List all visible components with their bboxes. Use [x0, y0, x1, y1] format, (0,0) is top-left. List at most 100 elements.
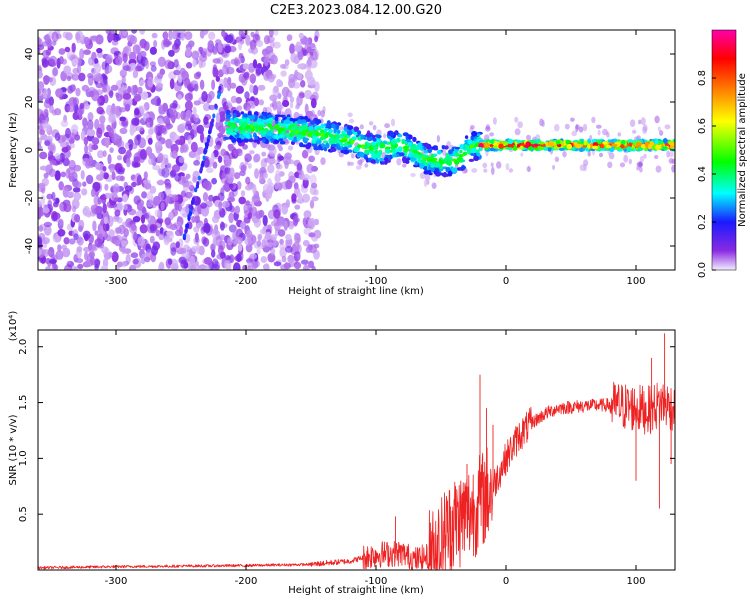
- heatmap-cell: [193, 114, 200, 123]
- heatmap-cell: [89, 90, 95, 98]
- heatmap-cell: [310, 120, 316, 125]
- heatmap-cell: [140, 253, 146, 265]
- heatmap-cell: [281, 255, 287, 263]
- heatmap-cell: [46, 38, 52, 48]
- heatmap-cell: [67, 166, 76, 176]
- heatmap-cell: [48, 168, 56, 177]
- heatmap-cell: [280, 63, 286, 69]
- heatmap-cell: [95, 205, 103, 214]
- heatmap-cell: [201, 206, 209, 217]
- heatmap-cell: [117, 169, 125, 175]
- heatmap-cell: [555, 141, 561, 145]
- heatmap-cell: [657, 126, 661, 132]
- heatmap-cell: [171, 150, 178, 159]
- heatmap-cell: [114, 209, 121, 217]
- heatmap-cell: [115, 55, 123, 66]
- heatmap-cell: [105, 30, 111, 35]
- heatmap-cell: [132, 44, 141, 55]
- heatmap-cell: [396, 158, 402, 166]
- heatmap-cell: [212, 66, 218, 78]
- heatmap-cell: [58, 48, 66, 55]
- heatmap-cell: [76, 246, 83, 253]
- heatmap-cell: [181, 176, 189, 184]
- colorbar-ticks: 0.0 0.2 0.4 0.6 0.8: [697, 70, 716, 278]
- heatmap-cell: [105, 65, 113, 74]
- heatmap-cell: [202, 237, 210, 247]
- heatmap-cell: [158, 124, 167, 134]
- snr-x-label: Height of straight line (km): [288, 585, 424, 596]
- heatmap-cell: [215, 235, 223, 247]
- heatmap-cell: [592, 142, 599, 147]
- heatmap-cell: [508, 168, 514, 173]
- heatmap-cell: [482, 162, 488, 169]
- heatmap-cell: [508, 144, 514, 148]
- spectrogram-x-tick-label: -300: [105, 276, 128, 287]
- heatmap-cell: [229, 119, 235, 123]
- heatmap-cell: [570, 117, 575, 122]
- heatmap-cell: [173, 59, 179, 68]
- heatmap-cell: [204, 257, 213, 265]
- heatmap-cell: [62, 247, 71, 258]
- heatmap-cell: [298, 32, 304, 39]
- heatmap-cell: [305, 246, 313, 253]
- heatmap-cell: [335, 123, 340, 130]
- heatmap-cell: [102, 203, 107, 214]
- heatmap-cell: [96, 47, 103, 54]
- heatmap-cell: [267, 164, 275, 174]
- heatmap-cell: [317, 109, 322, 117]
- heatmap-cell: [63, 237, 70, 245]
- heatmap-cell: [316, 127, 322, 131]
- heatmap-cell: [436, 150, 442, 155]
- heatmap-cell: [174, 229, 182, 237]
- heatmap-cell: [291, 138, 298, 143]
- heatmap-cell: [143, 171, 148, 180]
- heatmap-cell: [139, 148, 147, 160]
- heatmap-cell: [43, 75, 50, 85]
- heatmap-cell: [203, 116, 209, 125]
- heatmap-cell: [438, 158, 443, 164]
- heatmap-cell: [54, 170, 61, 181]
- heatmap-cell: [467, 139, 473, 145]
- heatmap-cell: [131, 160, 139, 168]
- heatmap-cell: [173, 81, 182, 92]
- heatmap-cell: [137, 51, 142, 61]
- heatmap-cell: [228, 45, 237, 53]
- heatmap-cell: [240, 190, 246, 197]
- heatmap-cell: [187, 216, 191, 222]
- heatmap-cell: [659, 140, 663, 144]
- heatmap-cell: [328, 129, 333, 134]
- heatmap-cell: [161, 167, 170, 178]
- heatmap-cell: [256, 240, 262, 248]
- heatmap-cell: [212, 236, 217, 247]
- heatmap-cell: [489, 132, 495, 137]
- snr-y-tick-label: 2.0: [18, 339, 29, 355]
- heatmap-cell: [527, 146, 534, 151]
- heatmap-cell: [154, 209, 160, 217]
- heatmap-cell: [38, 236, 42, 245]
- snr-x-ticks: -300 -200 -100 0 100: [105, 330, 646, 587]
- heatmap-cell: [547, 147, 552, 152]
- heatmap-cell: [619, 162, 626, 168]
- heatmap-cell: [252, 85, 259, 96]
- heatmap-cell: [168, 258, 173, 266]
- heatmap-cell: [139, 79, 145, 86]
- heatmap-cell: [262, 183, 271, 194]
- heatmap-cell: [285, 122, 289, 129]
- colorbar-scale: [711, 29, 737, 271]
- heatmap-cell: [210, 120, 214, 126]
- heatmap-cell: [144, 59, 150, 70]
- heatmap-cell: [105, 137, 110, 149]
- heatmap-cell: [128, 264, 137, 270]
- heatmap-cell: [262, 215, 268, 226]
- heatmap-cell: [504, 141, 509, 146]
- heatmap-cell: [533, 143, 539, 147]
- heatmap-cell: [285, 179, 293, 190]
- heatmap-cell: [210, 47, 219, 53]
- heatmap-cell: [267, 74, 275, 83]
- heatmap-cell: [436, 135, 440, 143]
- heatmap-cell: [368, 150, 376, 154]
- heatmap-cell: [492, 117, 497, 125]
- heatmap-cell: [83, 136, 89, 146]
- heatmap-cell: [240, 164, 247, 173]
